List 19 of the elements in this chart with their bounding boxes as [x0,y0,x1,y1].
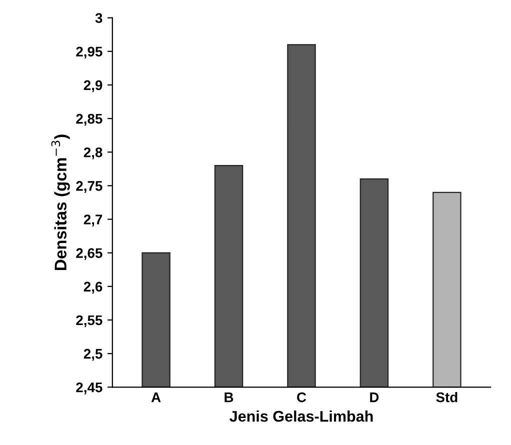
y-tick-label: 2,65 [76,248,102,260]
y-tick-label: 2,85 [76,114,102,126]
x-axis-title: Jenis Gelas-Limbah [230,410,373,422]
y-tick-label: 2,8 [84,147,102,160]
x-tick-label: Std [436,392,458,402]
y-tick-label: 2,9 [84,80,102,92]
y-tick-label: 2,5 [84,348,102,361]
x-tick-label: B [224,392,234,402]
y-tick-label: 2,75 [76,181,102,193]
x-tick-label: C [297,392,306,402]
y-tick-label: 3 [95,13,102,23]
y-axis-title: Densitas (gcm$^{−3}$) [51,134,70,270]
y-tick-label: 2,7 [84,214,102,226]
x-tick-label: A [151,392,161,402]
x-tick-label: D [370,392,379,402]
y-tick-label: 2,95 [76,46,102,59]
y-tick-label: 2,55 [76,315,102,328]
y-tick-label: 2,6 [84,282,102,294]
y-tick-label: 2,45 [76,382,102,394]
